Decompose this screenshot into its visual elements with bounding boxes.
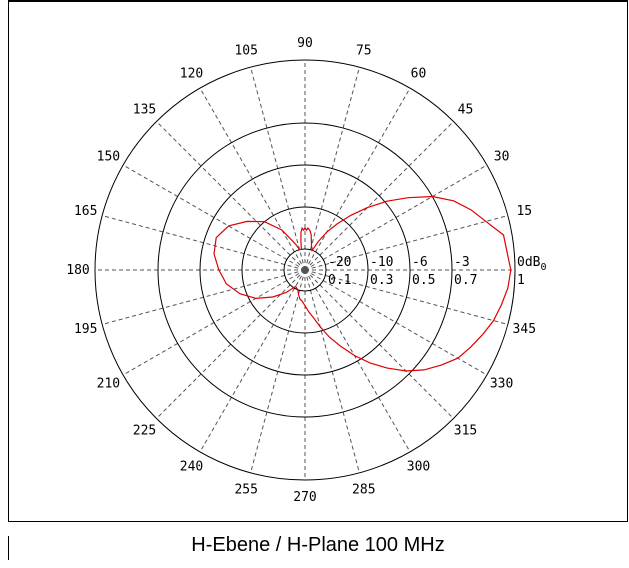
- db-label-1: -10: [370, 255, 393, 270]
- angle-label-315: 315: [454, 424, 477, 439]
- radial-scale-labels: -20 -10 -6 -3 0dB0 0.1 0.3 0.5 0.7 1: [328, 255, 547, 288]
- linear-label-1: 0.3: [370, 273, 393, 288]
- linear-label-3: 0.7: [454, 273, 477, 288]
- ring-0: [283, 248, 327, 292]
- angle-label-255: 255: [234, 482, 257, 497]
- linear-label-0: 0.1: [328, 273, 351, 288]
- linear-label-4: 1: [517, 273, 525, 288]
- angle-label-240: 240: [180, 460, 203, 475]
- angle-label-330: 330: [490, 377, 513, 392]
- db-label-4: 0dB0: [517, 255, 547, 273]
- chart-frame: [8, 0, 628, 522]
- angle-label-165: 165: [74, 204, 97, 219]
- angle-label-120: 120: [180, 66, 203, 81]
- angle-label-285: 285: [352, 482, 375, 497]
- db-label-2: -6: [412, 255, 428, 270]
- angle-label-30: 30: [494, 150, 510, 165]
- ring-4: [94, 59, 516, 481]
- angle-label-15: 15: [516, 204, 532, 219]
- angle-label-90: 90: [297, 36, 313, 51]
- ring-2: [199, 164, 411, 376]
- ring-1: [241, 206, 369, 334]
- chart-caption: H-Ebene / H-Plane 100 MHz: [191, 534, 445, 556]
- ring-3: [157, 122, 453, 418]
- angle-label-75: 75: [356, 44, 372, 59]
- angle-label-300: 300: [407, 460, 430, 475]
- db-label-3: -3: [454, 255, 470, 270]
- angle-label-225: 225: [133, 424, 156, 439]
- angle-label-105: 105: [234, 44, 257, 59]
- angle-label-150: 150: [97, 150, 120, 165]
- angle-labels: 15 30 45 60 75 90 105 120 135 150 165 180 195 210 225 2…: [66, 36, 536, 505]
- db-label-0: -20: [328, 255, 351, 270]
- radial-rings: [94, 59, 516, 481]
- angle-label-135: 135: [133, 103, 156, 118]
- left-edge-mark: [8, 536, 9, 560]
- angle-label-210: 210: [97, 377, 120, 392]
- pattern-trace-0: [213, 195, 512, 372]
- angle-label-60: 60: [411, 66, 427, 81]
- angle-label-45: 45: [458, 103, 474, 118]
- angle-label-270: 270: [293, 490, 316, 505]
- polar-plot: 15 30 45 60 75 90 105 120 135 150 165 180 195 210 225 2…: [66, 36, 547, 505]
- angle-label-180: 180: [66, 263, 89, 278]
- pattern-traces: [213, 195, 512, 372]
- angle-label-195: 195: [74, 322, 97, 337]
- linear-label-2: 0.5: [412, 273, 435, 288]
- angle-label-345: 345: [513, 322, 536, 337]
